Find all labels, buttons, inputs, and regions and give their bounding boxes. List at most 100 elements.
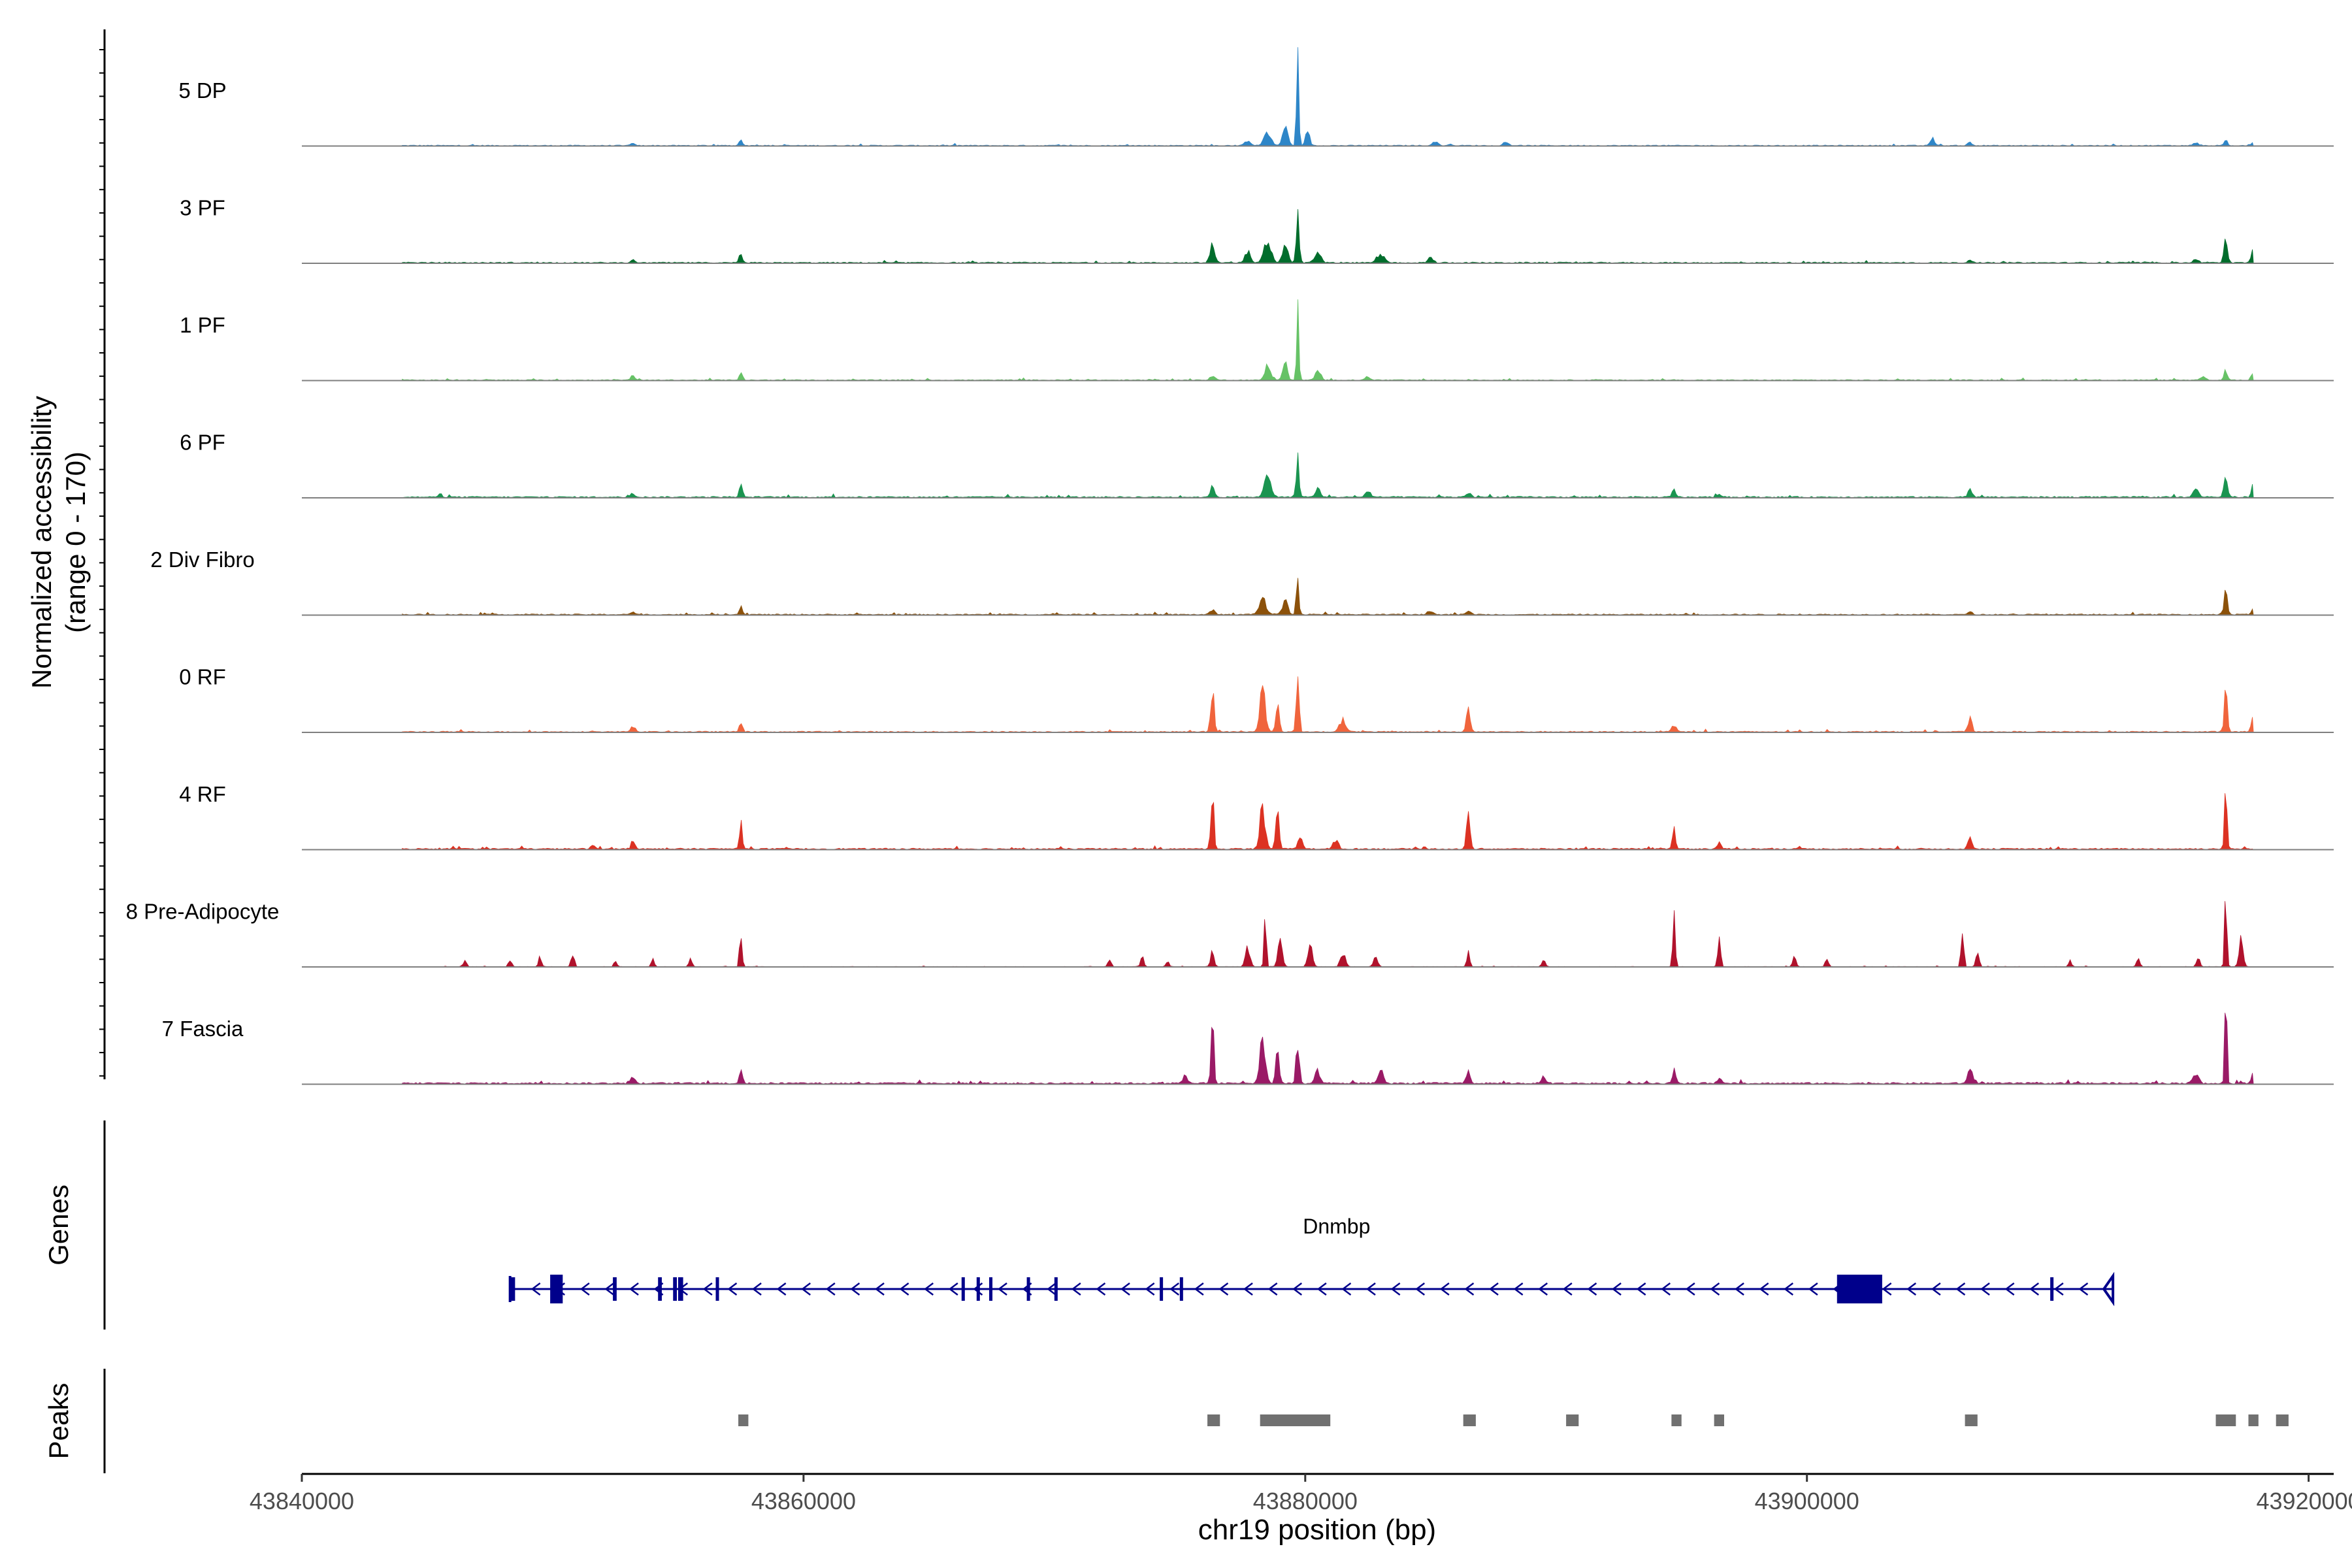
gene-exon	[1054, 1277, 1058, 1301]
strand-arrow	[1120, 1282, 1130, 1296]
gene-exon	[613, 1277, 617, 1301]
peak-region	[1714, 1414, 1724, 1426]
strand-arrow	[1341, 1282, 1352, 1296]
track-5: 0 RF	[179, 665, 2334, 733]
gene-start-arrow	[2102, 1271, 2115, 1307]
track-label: 3 PF	[180, 196, 225, 220]
peak-region	[1566, 1414, 1579, 1426]
y-axis-range-label: (range 0 - 170)	[60, 451, 91, 633]
x-tick-label: 43860000	[751, 1488, 856, 1514]
x-tick-label: 43900000	[1755, 1488, 1859, 1514]
gene-exon	[1179, 1277, 1183, 1301]
strand-arrow	[1292, 1282, 1303, 1296]
strand-arrow	[751, 1282, 762, 1296]
strand-arrow	[2053, 1282, 2064, 1296]
strand-arrow	[604, 1282, 615, 1296]
track-3: 6 PF	[180, 431, 2334, 498]
strand-arrow	[580, 1282, 590, 1296]
gene-exon	[673, 1277, 678, 1301]
peak-region	[1207, 1414, 1220, 1426]
track-label: 5 DP	[178, 78, 226, 103]
peak-region	[738, 1414, 749, 1426]
strand-arrow	[1365, 1282, 1376, 1296]
strand-arrow	[1611, 1282, 1622, 1296]
strand-arrow	[776, 1282, 787, 1296]
strand-arrow	[1218, 1282, 1229, 1296]
track-6: 4 RF	[179, 782, 2334, 851]
strand-arrow	[1390, 1282, 1401, 1296]
strand-arrow	[1710, 1282, 1720, 1296]
strand-arrow	[850, 1282, 860, 1296]
coverage-y-ticks	[99, 49, 105, 1077]
strand-arrow	[948, 1282, 958, 1296]
strand-arrow	[1587, 1282, 1597, 1296]
strand-arrow	[531, 1282, 541, 1296]
genes-panel: Genes Dnmbp	[43, 1120, 2115, 1330]
gene-exon	[1026, 1277, 1030, 1301]
strand-arrow	[1415, 1282, 1426, 1296]
peak-region	[2248, 1414, 2259, 1426]
genes-panel-label: Genes	[43, 1184, 74, 1266]
strand-arrow	[1882, 1282, 1892, 1296]
gene-model	[508, 1271, 2115, 1307]
strand-arrow	[874, 1282, 885, 1296]
strand-arrow	[1439, 1282, 1450, 1296]
strand-arrow	[1734, 1282, 1744, 1296]
strand-arrow	[1980, 1282, 1990, 1296]
strand-arrow	[1685, 1282, 1695, 1296]
strand-arrow	[1169, 1282, 1180, 1296]
strand-arrow	[1538, 1282, 1548, 1296]
gene-name-label: Dnmbp	[1303, 1215, 1370, 1238]
coverage-tracks: 5 DP 3 PF 1 PF 6 PF 2 Div Fibro 0 RF 4 RF 8 Pre…	[126, 47, 2334, 1085]
strand-arrow	[1316, 1282, 1327, 1296]
gene-exon	[1160, 1277, 1164, 1301]
strand-arrow	[1145, 1282, 1155, 1296]
strand-arrow	[702, 1282, 713, 1296]
peaks-panel-label: Peaks	[43, 1383, 74, 1460]
gene-exon	[715, 1277, 719, 1301]
strand-arrow	[2029, 1282, 2040, 1296]
peak-region	[1965, 1414, 1978, 1426]
peaks-panel: Peaks	[43, 1369, 2289, 1473]
gene-exon	[976, 1277, 980, 1301]
y-axis-label: Normalized accessibility	[26, 396, 57, 689]
strand-arrow	[1636, 1282, 1646, 1296]
peak-regions	[738, 1414, 2289, 1426]
x-tick-label: 43840000	[250, 1488, 354, 1514]
track-7: 8 Pre-Adipocyte	[126, 900, 2334, 968]
peak-region	[1463, 1414, 1476, 1426]
strand-arrow	[1931, 1282, 1941, 1296]
strand-arrow	[1513, 1282, 1524, 1296]
track-label: 6 PF	[180, 431, 225, 455]
track-4: 2 Div Fibro	[150, 547, 2334, 616]
strand-arrow	[924, 1282, 934, 1296]
track-signal	[402, 793, 2255, 850]
x-tick-label: 43880000	[1253, 1488, 1358, 1514]
track-label: 7 Fascia	[162, 1017, 244, 1041]
strand-arrow	[1194, 1282, 1204, 1296]
track-0: 5 DP	[178, 47, 2334, 147]
strand-arrow	[997, 1282, 1007, 1296]
strand-arrow	[2004, 1282, 2015, 1296]
x-axis: 43840000 43860000 43880000 43900000 43920000…	[250, 1473, 2352, 1546]
track-label: 1 PF	[180, 313, 225, 337]
peak-region	[2276, 1414, 2289, 1426]
gene-exon	[961, 1277, 965, 1301]
strand-arrow	[727, 1282, 738, 1296]
track-1: 3 PF	[180, 196, 2334, 264]
strand-arrow	[899, 1282, 909, 1296]
peak-region	[1671, 1414, 1682, 1426]
track-label: 4 RF	[179, 782, 226, 806]
strand-arrow	[1488, 1282, 1499, 1296]
strand-arrow	[1267, 1282, 1278, 1296]
gene-exon	[1837, 1275, 1882, 1303]
track-label: 0 RF	[179, 665, 226, 689]
strand-arrow	[1955, 1282, 1966, 1296]
y-axis-title: Normalized accessibility (range 0 - 170)	[26, 396, 91, 689]
x-axis-label: chr19 position (bp)	[1198, 1514, 1436, 1546]
gene-exon	[550, 1275, 563, 1303]
track-8: 7 Fascia	[162, 1013, 2334, 1085]
x-axis-ticks: 43840000 43860000 43880000 43900000 43920000	[250, 1474, 2352, 1514]
strand-arrow	[1071, 1282, 1081, 1296]
strand-arrow	[2078, 1282, 2089, 1296]
